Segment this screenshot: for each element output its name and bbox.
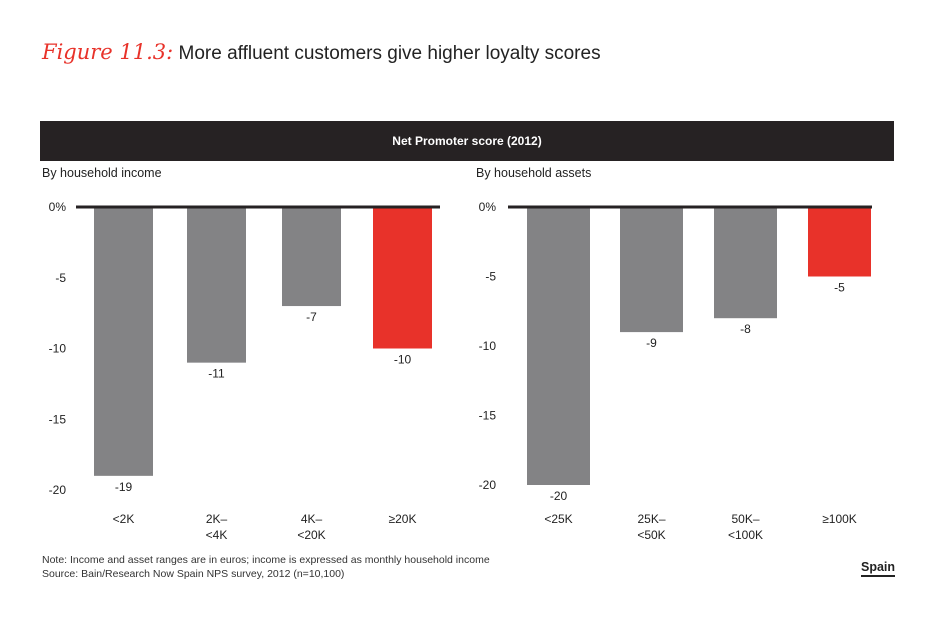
bar bbox=[187, 207, 246, 363]
bar bbox=[808, 207, 871, 277]
x-category-label: 50K– <100K bbox=[728, 512, 763, 542]
bar-value-label: -7 bbox=[306, 310, 317, 324]
bar-value-label: -11 bbox=[208, 367, 225, 381]
x-category-label: 4K– <20K bbox=[297, 512, 325, 542]
bar bbox=[527, 207, 590, 485]
bar bbox=[373, 207, 432, 349]
x-category-line: 25K– bbox=[637, 512, 665, 526]
x-category-label: 25K– <50K bbox=[637, 512, 666, 542]
bar bbox=[714, 207, 777, 319]
x-category-label: ≥20K bbox=[389, 512, 417, 526]
y-tick-label: -5 bbox=[485, 270, 496, 284]
x-category-label: <2K bbox=[113, 512, 135, 526]
y-tick-label: -15 bbox=[49, 412, 67, 426]
x-category-line: ≥20K bbox=[389, 512, 417, 526]
x-category-label: 2K– <4K bbox=[206, 512, 228, 542]
note-line: Note: Income and asset ranges are in eur… bbox=[42, 554, 490, 566]
region-label: Spain bbox=[861, 560, 896, 577]
y-tick-label: -10 bbox=[479, 339, 497, 353]
figure-heading: More affluent customers give higher loya… bbox=[178, 43, 601, 64]
bar-value-label: -10 bbox=[394, 353, 412, 367]
bar-value-label: -20 bbox=[550, 489, 568, 503]
y-tick-label: 0% bbox=[49, 200, 67, 214]
bar-value-label: -8 bbox=[740, 322, 751, 336]
source-line: Source: Bain/Research Now Spain NPS surv… bbox=[42, 568, 345, 580]
bar-value-label: -9 bbox=[646, 336, 657, 350]
x-category-line: 50K– bbox=[731, 512, 759, 526]
y-tick-label: -15 bbox=[479, 409, 497, 423]
x-category-line: 2K– bbox=[206, 512, 228, 526]
x-category-line: 4K– bbox=[301, 512, 323, 526]
assets-chart-subtitle: By household assets bbox=[476, 166, 592, 180]
x-category-line: ≥100K bbox=[822, 512, 857, 526]
bar bbox=[282, 207, 341, 307]
y-tick-label: 0% bbox=[479, 200, 497, 214]
x-category-line: <20K bbox=[297, 528, 325, 542]
y-tick-label: -5 bbox=[55, 271, 66, 285]
x-category-line: <25K bbox=[544, 512, 572, 526]
x-category-line: <2K bbox=[113, 512, 135, 526]
x-category-label: ≥100K bbox=[822, 512, 857, 526]
x-category-line: <100K bbox=[728, 528, 763, 542]
figure-title: Figure 11.3: More affluent customers giv… bbox=[42, 40, 601, 65]
x-category-line: <4K bbox=[206, 528, 228, 542]
y-tick-label: -20 bbox=[49, 483, 67, 497]
chart-notes: Note: Income and asset ranges are in eur… bbox=[42, 553, 490, 581]
figure-label: Figure 11.3: bbox=[42, 40, 174, 64]
x-category-line: <50K bbox=[637, 528, 665, 542]
y-tick-label: -10 bbox=[49, 342, 67, 356]
bar bbox=[94, 207, 153, 476]
income-chart-subtitle: By household income bbox=[42, 166, 162, 180]
x-category-label: <25K bbox=[544, 512, 572, 526]
y-tick-label: -20 bbox=[479, 478, 497, 492]
chart-banner: Net Promoter score (2012) bbox=[40, 121, 894, 161]
bar bbox=[620, 207, 683, 333]
bar-value-label: -19 bbox=[115, 480, 133, 494]
bar-value-label: -5 bbox=[834, 281, 845, 295]
